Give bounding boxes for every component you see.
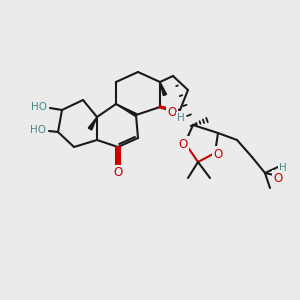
Polygon shape [160,82,166,96]
Text: HO: HO [31,102,47,112]
Text: HO: HO [30,125,46,135]
Text: O: O [273,172,283,184]
Polygon shape [116,104,137,116]
Text: O: O [178,137,188,151]
Polygon shape [88,117,97,130]
Text: H: H [177,113,185,123]
Text: O: O [167,106,177,118]
Text: O: O [213,148,223,160]
Text: O: O [113,167,123,179]
Text: H: H [279,163,287,173]
